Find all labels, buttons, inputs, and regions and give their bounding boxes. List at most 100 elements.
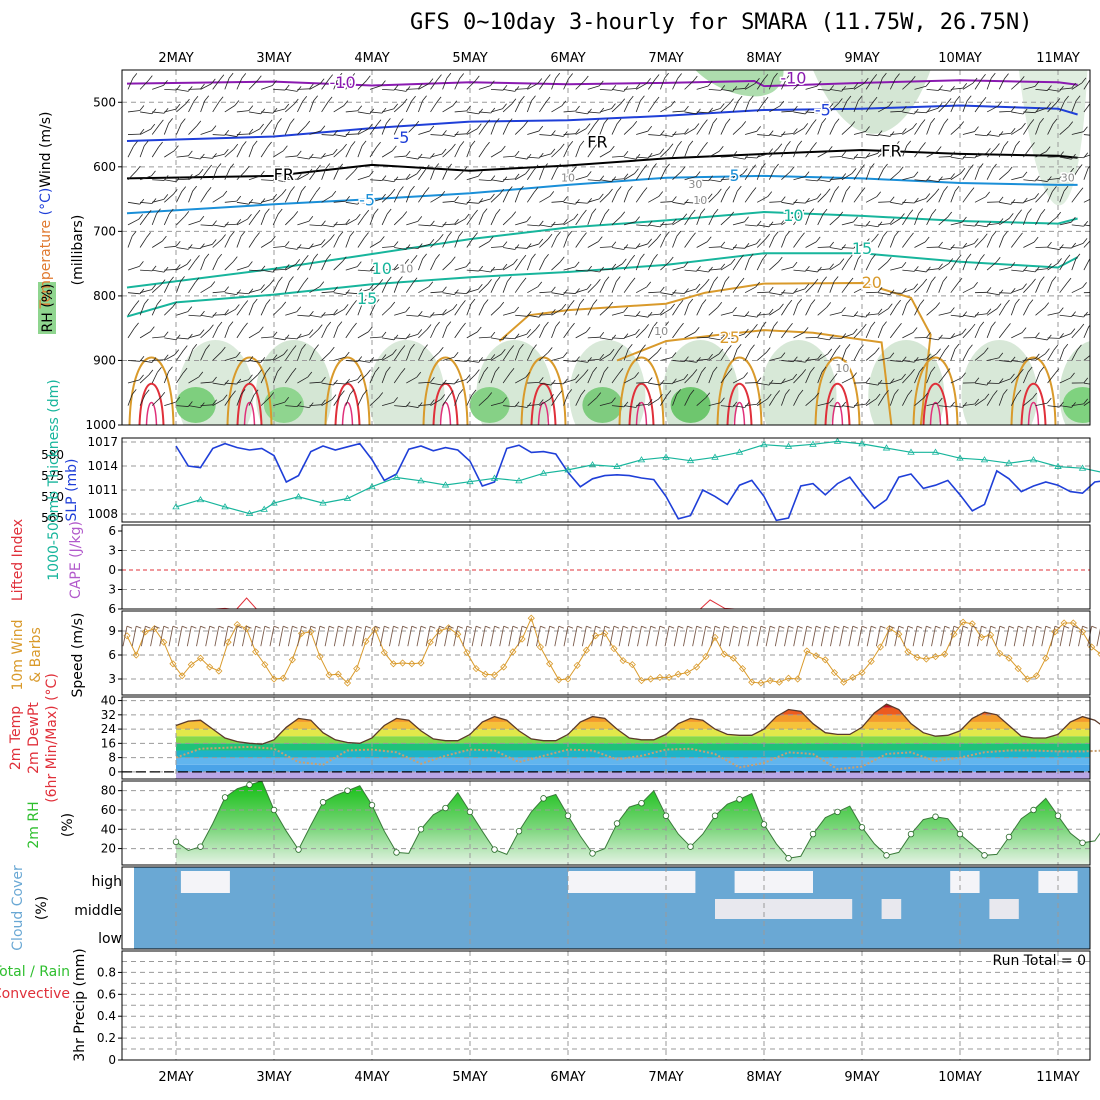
wind-barb xyxy=(435,253,440,260)
wind-barb xyxy=(757,382,770,386)
wind-barb xyxy=(515,376,526,384)
wind-barb xyxy=(151,198,157,204)
y-axis-label-thickness: 1000-500mb Thickness (dm) xyxy=(46,379,62,580)
wind-speed-marker xyxy=(1060,619,1068,627)
wind-barb xyxy=(925,81,931,87)
wind-barb xyxy=(938,123,945,135)
wind-barb xyxy=(592,299,598,305)
wind-barb xyxy=(822,276,827,282)
wind-barb xyxy=(378,392,384,398)
wind-barb xyxy=(232,256,238,262)
surface-wind-barb xyxy=(567,625,574,629)
wind-barb xyxy=(995,143,1000,149)
wind-barb xyxy=(151,213,157,226)
wind-barb xyxy=(1083,311,1088,318)
wind-barb xyxy=(575,303,581,316)
wind-barb xyxy=(418,169,426,180)
y-tick-label: 8 xyxy=(108,751,116,765)
wind-barb xyxy=(1035,179,1048,182)
wind-barb xyxy=(353,166,359,172)
wind-barb xyxy=(768,326,775,339)
thickness-marker xyxy=(441,481,450,488)
wind-barb xyxy=(781,327,789,339)
wind-barb xyxy=(297,376,308,384)
wind-barb xyxy=(591,208,597,214)
wind-barb xyxy=(369,198,382,203)
wind-barb xyxy=(611,263,623,271)
wind-barb xyxy=(490,123,496,135)
contour-label: 10 xyxy=(654,325,668,338)
wind-barb xyxy=(653,254,658,260)
wind-barb xyxy=(768,308,774,315)
wind-barb xyxy=(188,314,201,317)
wind-barb xyxy=(950,244,955,250)
wind-barb xyxy=(477,283,483,290)
wind-barb xyxy=(236,133,249,135)
wind-barb xyxy=(751,164,757,170)
wind-barb xyxy=(333,261,343,271)
wind-barb xyxy=(277,208,283,215)
surface-wind-barb xyxy=(889,625,895,629)
wind-barb xyxy=(973,282,978,288)
wind-barb xyxy=(381,266,387,273)
wind-barb xyxy=(924,236,930,243)
wind-barb xyxy=(1035,337,1048,341)
wind-speed-marker xyxy=(242,625,251,633)
wind-barb xyxy=(224,309,229,315)
thickness-marker xyxy=(784,442,793,449)
wind-barb xyxy=(369,108,375,115)
wind-barb xyxy=(599,402,612,407)
surface-wind-barb xyxy=(508,626,514,647)
wind-barb xyxy=(1010,128,1016,134)
wind-barb xyxy=(283,349,288,355)
surface-wind-barb xyxy=(595,625,601,629)
wind-barb xyxy=(786,140,791,147)
wind-barb xyxy=(793,269,806,272)
wind-barb xyxy=(628,95,634,102)
wind-barb xyxy=(787,299,793,306)
wind-barb xyxy=(527,224,540,227)
wind-speed-marker xyxy=(389,660,398,668)
y-axis-label-rh-unit: (%) xyxy=(60,813,76,837)
thickness-marker xyxy=(882,444,891,451)
wind-barb xyxy=(163,354,169,360)
wind-barb xyxy=(1075,95,1081,102)
wind-barb xyxy=(236,379,249,384)
y-tick-label: 6 xyxy=(108,602,116,616)
wind-barb xyxy=(987,357,999,361)
surface-wind-barb xyxy=(172,625,179,629)
wind-barb xyxy=(152,84,164,90)
wind-barb xyxy=(599,353,611,361)
wind-barb xyxy=(357,394,364,406)
wind-barb xyxy=(217,253,223,260)
surface-wind-barb xyxy=(880,625,886,629)
rh-shading xyxy=(368,340,445,425)
wind-barb xyxy=(319,78,325,85)
wind-barb xyxy=(260,198,266,204)
wind-barb xyxy=(866,382,878,386)
wind-barb xyxy=(509,368,515,374)
wind-barb xyxy=(440,190,446,197)
wind-barb xyxy=(152,336,165,339)
wind-barb xyxy=(345,360,358,362)
wind-barb xyxy=(212,224,225,228)
wind-barb xyxy=(139,175,152,181)
wind-barb xyxy=(1059,349,1065,361)
wind-barb xyxy=(345,218,357,226)
wind-barb xyxy=(729,98,734,104)
wind-barb xyxy=(284,264,290,270)
wind-barb xyxy=(200,153,205,160)
wind-barb xyxy=(381,80,386,86)
surface-wind-barb xyxy=(613,625,620,629)
wind-barb xyxy=(212,239,222,248)
wind-barb xyxy=(749,95,754,101)
wind-barb xyxy=(974,326,981,339)
wind-barb xyxy=(139,288,145,295)
rh-marker xyxy=(785,855,792,862)
wind-barb xyxy=(660,236,666,248)
wind-barb xyxy=(865,259,872,271)
wind-barb xyxy=(224,292,237,295)
surface-wind-barb xyxy=(931,626,936,647)
wind-barb xyxy=(369,372,376,384)
wind-barb xyxy=(265,299,271,305)
